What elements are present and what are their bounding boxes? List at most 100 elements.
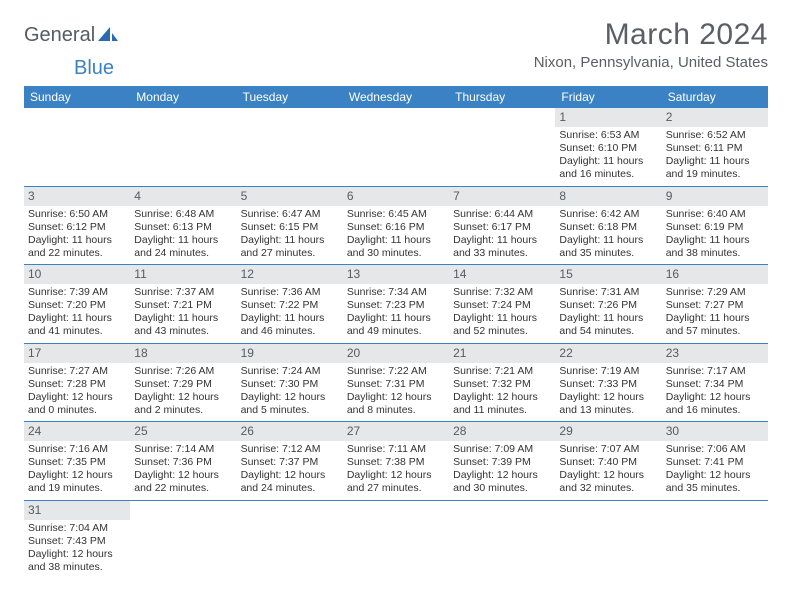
daylight-line: Daylight: 11 hours and 57 minutes.	[666, 312, 764, 338]
day-cell: 3Sunrise: 6:50 AMSunset: 6:12 PMDaylight…	[24, 186, 130, 265]
sunset-line: Sunset: 7:32 PM	[453, 378, 551, 391]
sunrise-line: Sunrise: 6:45 AM	[347, 208, 445, 221]
daylight-line: Daylight: 12 hours and 16 minutes.	[666, 391, 764, 417]
sunset-line: Sunset: 7:39 PM	[453, 456, 551, 469]
title-block: March 2024 Nixon, Pennsylvania, United S…	[534, 18, 768, 71]
logo-text-general: General	[24, 24, 95, 47]
day-cell: 31Sunrise: 7:04 AMSunset: 7:43 PMDayligh…	[24, 500, 130, 578]
day-cell: 18Sunrise: 7:26 AMSunset: 7:29 PMDayligh…	[130, 343, 236, 422]
weekday-header: Tuesday	[237, 86, 343, 108]
sunrise-line: Sunrise: 6:44 AM	[453, 208, 551, 221]
sunset-line: Sunset: 7:31 PM	[347, 378, 445, 391]
day-number: 27	[343, 422, 449, 441]
day-cell: 20Sunrise: 7:22 AMSunset: 7:31 PMDayligh…	[343, 343, 449, 422]
day-number: 7	[449, 187, 555, 206]
daylight-line: Daylight: 12 hours and 24 minutes.	[241, 469, 339, 495]
sunrise-line: Sunrise: 6:52 AM	[666, 129, 764, 142]
day-cell: 2Sunrise: 6:52 AMSunset: 6:11 PMDaylight…	[662, 108, 768, 186]
weekday-header-row: SundayMondayTuesdayWednesdayThursdayFrid…	[24, 86, 768, 108]
day-number: 6	[343, 187, 449, 206]
day-number: 31	[24, 501, 130, 520]
day-cell: 12Sunrise: 7:36 AMSunset: 7:22 PMDayligh…	[237, 265, 343, 344]
calendar-row: 1Sunrise: 6:53 AMSunset: 6:10 PMDaylight…	[24, 108, 768, 186]
daylight-line: Daylight: 11 hours and 16 minutes.	[559, 155, 657, 181]
sunrise-line: Sunrise: 7:39 AM	[28, 286, 126, 299]
daylight-line: Daylight: 12 hours and 27 minutes.	[347, 469, 445, 495]
day-cell: 15Sunrise: 7:31 AMSunset: 7:26 PMDayligh…	[555, 265, 661, 344]
day-number: 26	[237, 422, 343, 441]
daylight-line: Daylight: 12 hours and 13 minutes.	[559, 391, 657, 417]
calendar-table: SundayMondayTuesdayWednesdayThursdayFrid…	[24, 86, 768, 578]
sunrise-line: Sunrise: 7:32 AM	[453, 286, 551, 299]
sunrise-line: Sunrise: 6:53 AM	[559, 129, 657, 142]
day-number: 17	[24, 344, 130, 363]
sunrise-line: Sunrise: 7:22 AM	[347, 365, 445, 378]
daylight-line: Daylight: 11 hours and 41 minutes.	[28, 312, 126, 338]
sunset-line: Sunset: 7:20 PM	[28, 299, 126, 312]
day-cell: 19Sunrise: 7:24 AMSunset: 7:30 PMDayligh…	[237, 343, 343, 422]
daylight-line: Daylight: 11 hours and 43 minutes.	[134, 312, 232, 338]
day-number: 11	[130, 265, 236, 284]
day-number: 30	[662, 422, 768, 441]
sunrise-line: Sunrise: 7:26 AM	[134, 365, 232, 378]
sunset-line: Sunset: 6:18 PM	[559, 221, 657, 234]
daylight-line: Daylight: 11 hours and 19 minutes.	[666, 155, 764, 181]
day-number: 20	[343, 344, 449, 363]
daylight-line: Daylight: 11 hours and 33 minutes.	[453, 234, 551, 260]
sunset-line: Sunset: 6:13 PM	[134, 221, 232, 234]
sunset-line: Sunset: 7:37 PM	[241, 456, 339, 469]
logo: General	[24, 24, 119, 47]
day-cell: 24Sunrise: 7:16 AMSunset: 7:35 PMDayligh…	[24, 422, 130, 501]
sunrise-line: Sunrise: 6:42 AM	[559, 208, 657, 221]
daylight-line: Daylight: 11 hours and 24 minutes.	[134, 234, 232, 260]
calendar-row: 31Sunrise: 7:04 AMSunset: 7:43 PMDayligh…	[24, 500, 768, 578]
sunrise-line: Sunrise: 7:36 AM	[241, 286, 339, 299]
sunset-line: Sunset: 6:17 PM	[453, 221, 551, 234]
blank-cell	[343, 500, 449, 578]
day-cell: 21Sunrise: 7:21 AMSunset: 7:32 PMDayligh…	[449, 343, 555, 422]
sunrise-line: Sunrise: 7:16 AM	[28, 443, 126, 456]
logo-text-blue: Blue	[74, 57, 114, 80]
day-cell: 10 Sunrise: 7:39 AMSunset: 7:20 PMDayligh…	[24, 265, 130, 344]
calendar-row: 17Sunrise: 7:27 AMSunset: 7:28 PMDayligh…	[24, 343, 768, 422]
day-cell: 9Sunrise: 6:40 AMSunset: 6:19 PMDaylight…	[662, 186, 768, 265]
blank-cell	[343, 108, 449, 186]
day-number: 13	[343, 265, 449, 284]
sunset-line: Sunset: 7:23 PM	[347, 299, 445, 312]
sunset-line: Sunset: 6:12 PM	[28, 221, 126, 234]
day-number: 10	[24, 265, 130, 284]
day-number: 29	[555, 422, 661, 441]
sunset-line: Sunset: 6:16 PM	[347, 221, 445, 234]
sunrise-line: Sunrise: 7:14 AM	[134, 443, 232, 456]
weekday-header: Sunday	[24, 86, 130, 108]
sunset-line: Sunset: 7:34 PM	[666, 378, 764, 391]
sunset-line: Sunset: 7:24 PM	[453, 299, 551, 312]
daylight-line: Daylight: 11 hours and 27 minutes.	[241, 234, 339, 260]
day-number: 25	[130, 422, 236, 441]
day-cell: 17Sunrise: 7:27 AMSunset: 7:28 PMDayligh…	[24, 343, 130, 422]
day-cell: 5Sunrise: 6:47 AMSunset: 6:15 PMDaylight…	[237, 186, 343, 265]
day-cell: 25Sunrise: 7:14 AMSunset: 7:36 PMDayligh…	[130, 422, 236, 501]
sunset-line: Sunset: 6:19 PM	[666, 221, 764, 234]
weekday-header: Friday	[555, 86, 661, 108]
day-number: 4	[130, 187, 236, 206]
day-number: 12	[237, 265, 343, 284]
day-cell: 28Sunrise: 7:09 AMSunset: 7:39 PMDayligh…	[449, 422, 555, 501]
sunset-line: Sunset: 7:38 PM	[347, 456, 445, 469]
day-number: 3	[24, 187, 130, 206]
page-title: March 2024	[534, 18, 768, 52]
day-cell: 29Sunrise: 7:07 AMSunset: 7:40 PMDayligh…	[555, 422, 661, 501]
day-number: 14	[449, 265, 555, 284]
sunrise-line: Sunrise: 7:17 AM	[666, 365, 764, 378]
sunset-line: Sunset: 7:30 PM	[241, 378, 339, 391]
day-number: 19	[237, 344, 343, 363]
day-number: 22	[555, 344, 661, 363]
sunrise-line: Sunrise: 7:34 AM	[347, 286, 445, 299]
daylight-line: Daylight: 12 hours and 38 minutes.	[28, 548, 126, 574]
blank-cell	[662, 500, 768, 578]
sunset-line: Sunset: 6:11 PM	[666, 142, 764, 155]
weekday-header: Monday	[130, 86, 236, 108]
sunrise-line: Sunrise: 7:21 AM	[453, 365, 551, 378]
blank-cell	[449, 108, 555, 186]
day-number: 1	[555, 108, 661, 127]
